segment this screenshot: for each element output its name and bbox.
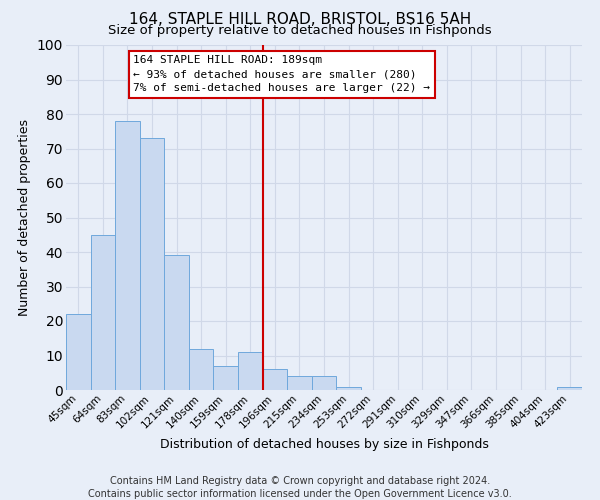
Bar — [115, 121, 140, 390]
Bar — [263, 370, 287, 390]
Bar — [557, 386, 582, 390]
Bar — [287, 376, 312, 390]
Text: Size of property relative to detached houses in Fishponds: Size of property relative to detached ho… — [108, 24, 492, 37]
Bar — [91, 235, 115, 390]
Bar — [312, 376, 336, 390]
Bar — [164, 256, 189, 390]
Bar — [189, 348, 214, 390]
Text: 164, STAPLE HILL ROAD, BRISTOL, BS16 5AH: 164, STAPLE HILL ROAD, BRISTOL, BS16 5AH — [129, 12, 471, 28]
Text: 164 STAPLE HILL ROAD: 189sqm
← 93% of detached houses are smaller (280)
7% of se: 164 STAPLE HILL ROAD: 189sqm ← 93% of de… — [133, 56, 430, 94]
Text: Contains HM Land Registry data © Crown copyright and database right 2024.
Contai: Contains HM Land Registry data © Crown c… — [88, 476, 512, 499]
Y-axis label: Number of detached properties: Number of detached properties — [18, 119, 31, 316]
Bar — [336, 386, 361, 390]
Bar — [214, 366, 238, 390]
Bar — [238, 352, 263, 390]
Bar — [140, 138, 164, 390]
Bar — [66, 314, 91, 390]
X-axis label: Distribution of detached houses by size in Fishponds: Distribution of detached houses by size … — [160, 438, 488, 451]
